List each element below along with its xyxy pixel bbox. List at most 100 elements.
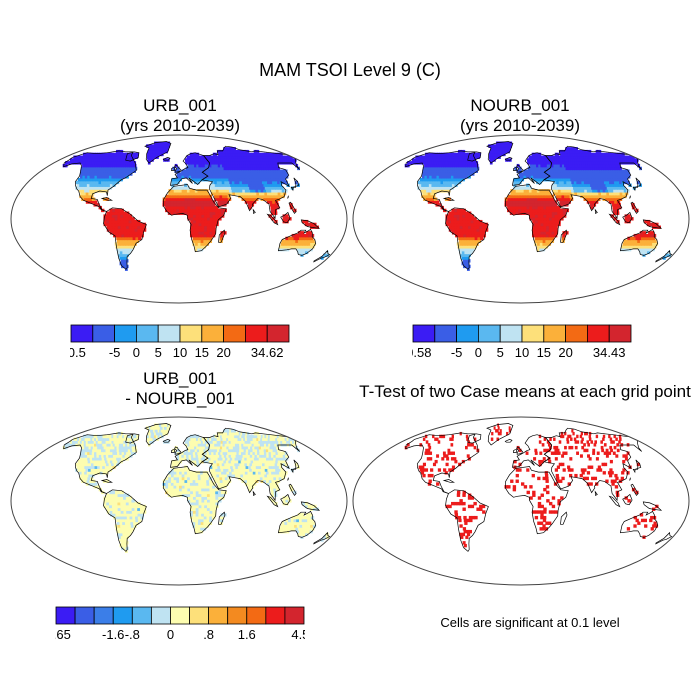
grid-cell	[428, 189, 433, 193]
grid-cell	[477, 233, 481, 238]
grid-cell	[601, 161, 605, 165]
grid-cell	[114, 504, 119, 509]
grid-cell	[534, 233, 539, 238]
grid-cell	[261, 457, 265, 461]
panel-2-title-line2: (yrs 2010-2039)	[459, 116, 580, 135]
map-urb	[10, 134, 348, 304]
grid-cell	[230, 163, 234, 168]
grid-cell	[497, 141, 500, 145]
grid-cell	[172, 448, 176, 453]
grid-cell	[476, 228, 480, 232]
grid-cell	[471, 228, 475, 232]
grid-cell	[521, 194, 525, 199]
grid-cell	[173, 189, 177, 193]
grid-cell	[94, 189, 98, 193]
grid-cell	[224, 155, 227, 159]
grid-cell	[90, 152, 93, 157]
grid-cell	[104, 175, 108, 179]
grid-cell	[190, 208, 194, 213]
grid-cell	[84, 451, 88, 455]
grid-cell	[295, 245, 299, 249]
grid-cell	[596, 166, 600, 171]
grid-cell	[118, 245, 122, 249]
grid-cell	[243, 163, 247, 168]
grid-cell	[481, 225, 486, 229]
grid-cell	[201, 211, 205, 215]
grid-cell	[554, 205, 558, 210]
grid-cell	[206, 200, 210, 204]
grid-cell	[205, 155, 208, 159]
grid-cell	[179, 493, 183, 497]
grid-cell	[215, 451, 219, 455]
grid-cell	[219, 445, 223, 450]
grid-cell	[230, 177, 234, 182]
grid-cell	[83, 158, 87, 162]
grid-cell	[282, 473, 287, 478]
grid-cell	[459, 211, 463, 215]
grid-cell	[213, 163, 217, 168]
grid-cell	[71, 440, 75, 444]
grid-cell	[462, 214, 466, 218]
grid-cell	[200, 163, 204, 168]
grid-cell	[305, 250, 309, 255]
grid-cell	[649, 236, 653, 241]
grid-cell	[192, 515, 197, 520]
grid-cell	[605, 172, 609, 176]
grid-cell	[558, 177, 562, 182]
grid-cell	[650, 233, 654, 238]
grid-cell	[231, 189, 235, 193]
grid-cell	[228, 454, 232, 458]
grid-cell	[105, 169, 109, 173]
grid-cell	[107, 169, 111, 173]
grid-cell	[256, 440, 259, 444]
grid-cell	[507, 203, 511, 207]
grid-cell	[212, 211, 216, 215]
grid-cell	[203, 200, 208, 204]
grid-cell	[603, 161, 607, 165]
grid-cell	[545, 197, 549, 201]
grid-cell	[451, 158, 455, 162]
grid-cell	[586, 197, 590, 201]
grid-cell	[424, 152, 428, 157]
grid-cell	[89, 166, 93, 171]
grid-cell	[561, 194, 565, 199]
grid-cell	[612, 205, 616, 210]
grid-cell	[557, 189, 562, 193]
grid-cell	[256, 166, 260, 171]
grid-cell	[190, 501, 194, 506]
grid-cell	[257, 194, 261, 199]
grid-cell	[521, 203, 525, 207]
grid-cell	[261, 454, 265, 458]
grid-cell	[112, 208, 116, 213]
grid-cell	[586, 175, 590, 179]
grid-cell	[572, 149, 575, 154]
grid-cell	[263, 465, 267, 469]
grid-cell	[114, 217, 119, 221]
grid-cell	[466, 236, 470, 241]
grid-cell	[109, 513, 114, 517]
grid-cell	[630, 236, 634, 241]
grid-cell	[209, 496, 214, 500]
grid-cell	[239, 448, 242, 453]
grid-cell	[256, 163, 260, 168]
grid-cell	[290, 245, 294, 249]
grid-cell	[251, 468, 255, 472]
grid-cell	[111, 496, 116, 500]
grid-cell	[272, 440, 275, 444]
grid-cell	[82, 457, 86, 461]
grid-cell	[635, 161, 638, 165]
grid-cell	[206, 451, 210, 455]
grid-cell	[233, 155, 237, 159]
grid-cell	[198, 203, 202, 207]
grid-cell	[253, 177, 257, 182]
grid-cell	[250, 191, 255, 196]
grid-cell	[181, 490, 186, 495]
grid-cell	[190, 507, 194, 511]
grid-cell	[560, 169, 563, 173]
grid-cell	[421, 172, 425, 176]
grid-cell	[596, 186, 600, 190]
grid-cell	[270, 451, 274, 455]
grid-cell	[275, 175, 279, 179]
grid-cell	[237, 163, 240, 168]
grid-cell	[512, 203, 517, 207]
